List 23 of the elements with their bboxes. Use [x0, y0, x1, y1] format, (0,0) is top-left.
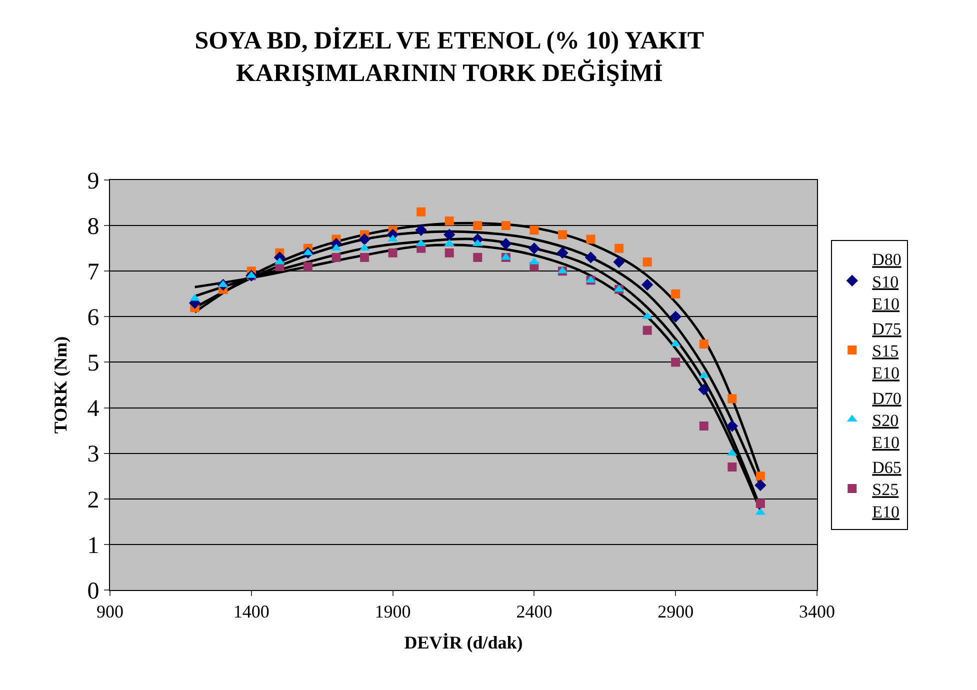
- y-tick-label: 3: [87, 442, 100, 468]
- y-tick-label: 9: [87, 168, 100, 194]
- y-tick-label: 0: [87, 578, 100, 604]
- x-axis-title: DEVİR (d/dak): [404, 632, 523, 653]
- x-tick-label: 2400: [516, 602, 552, 622]
- x-tick-label: 1400: [233, 602, 270, 622]
- y-tick-label: 5: [87, 350, 100, 377]
- y-tick-label: 2: [87, 487, 100, 514]
- legend-label: D70 S20 E10: [872, 388, 902, 452]
- y-tick-label: 7: [87, 260, 100, 286]
- x-tick-label: 3400: [799, 602, 835, 622]
- chart-title: SOYA BD, DİZEL VE ETENOL (% 10) YAKIT KARIŞIMLARININ TORK DEĞİŞİMİ: [194, 26, 704, 87]
- y-tick-label: 4: [87, 396, 100, 422]
- y-tick-label: 6: [87, 305, 100, 332]
- y-tick-label: 1: [87, 532, 100, 559]
- legend-label: D65 S25 E10: [872, 458, 902, 522]
- x-tick-label: 2900: [658, 602, 694, 622]
- y-axis-title: TORK (Nm): [50, 336, 70, 434]
- legend-label: D80 S10 E10: [872, 250, 902, 314]
- legend-label: D75 S15 E10: [872, 319, 902, 383]
- y-tick-label: 8: [87, 214, 100, 240]
- x-tick-label: 1900: [374, 602, 411, 622]
- x-tick-label: 900: [96, 602, 124, 622]
